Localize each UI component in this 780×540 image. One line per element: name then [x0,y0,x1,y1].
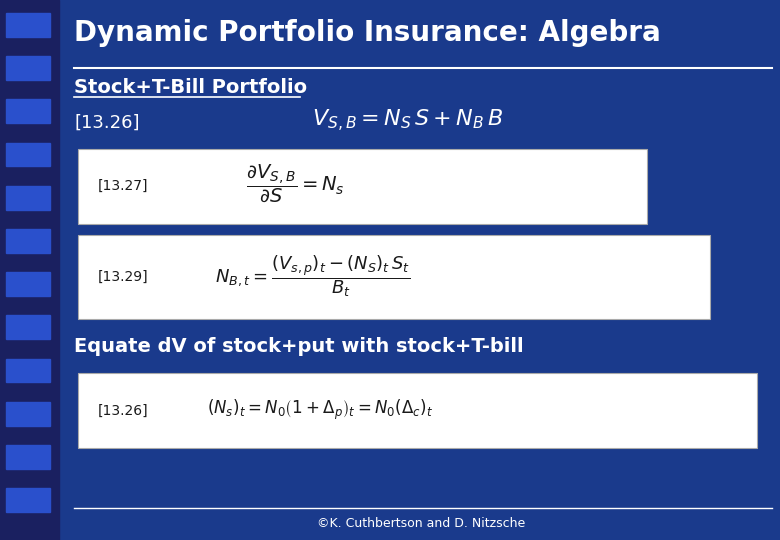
Bar [6,186,50,210]
FancyBboxPatch shape [78,235,710,319]
Text: $N_{B,t} = \dfrac{(V_{s,p})_t - (N_S)_t\, S_t}{B_t}$: $N_{B,t} = \dfrac{(V_{s,p})_t - (N_S)_t\… [215,254,410,300]
Text: [13.29]: [13.29] [98,270,148,284]
Text: [13.26]: [13.26] [74,113,140,131]
Text: $(N_s)_t = N_0\left(1 + \Delta_p\right)_t = N_0\left(\Delta_c\right)_t$: $(N_s)_t = N_0\left(1 + \Delta_p\right)_… [207,399,433,422]
Bar [6,488,50,512]
Text: Equate dV of stock+put with stock+T-bill: Equate dV of stock+put with stock+T-bill [74,338,523,356]
Bar [6,229,50,253]
Text: Dynamic Portfolio Insurance: Algebra: Dynamic Portfolio Insurance: Algebra [74,19,661,47]
Text: $\dfrac{\partial V_{S,B}}{\partial S} = N_s$: $\dfrac{\partial V_{S,B}}{\partial S} = … [246,163,345,205]
Bar [6,445,50,469]
Text: $V_{S,B} = N_S\, S + N_B\, B$: $V_{S,B} = N_S\, S + N_B\, B$ [312,108,503,134]
Bar [6,359,50,382]
Bar [6,402,50,426]
Bar [6,99,50,123]
Bar [6,56,50,80]
Text: Stock+T-Bill Portfolio: Stock+T-Bill Portfolio [74,78,307,97]
Bar [6,13,50,37]
FancyBboxPatch shape [78,148,647,224]
Text: ©K. Cuthbertson and D. Nitzsche: ©K. Cuthbertson and D. Nitzsche [317,517,525,530]
Bar [6,143,50,166]
FancyBboxPatch shape [78,373,757,448]
Bar [6,315,50,339]
Bar [0,0,58,540]
Text: [13.26]: [13.26] [98,403,148,417]
Bar [6,272,50,296]
Text: [13.27]: [13.27] [98,179,148,193]
